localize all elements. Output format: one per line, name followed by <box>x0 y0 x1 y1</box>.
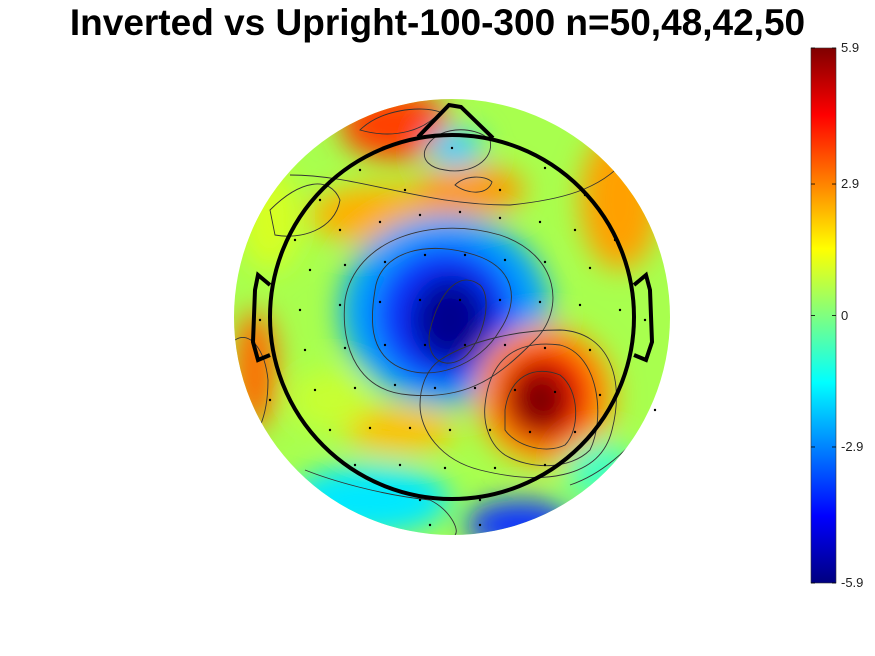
potential-blobs <box>234 99 660 535</box>
left-ear-shape <box>250 271 272 363</box>
colorbar-tick-label: 0 <box>841 307 849 323</box>
chart-title: Inverted vs Upright-100-300 n=50,48,42,5… <box>69 2 806 43</box>
head-outline <box>250 102 655 501</box>
contour-lines <box>234 108 651 535</box>
colorbar-tick-marks <box>811 47 836 584</box>
colorbar-tick-label: 5.9 <box>841 40 860 55</box>
electrode-markers <box>258 146 657 527</box>
colorbar-tick-label: -2.9 <box>841 438 864 454</box>
colorbar-gradient <box>810 47 837 584</box>
colorbar-tick-label: -5.9 <box>841 575 864 590</box>
right-ear-shape <box>632 271 655 363</box>
nose-shape <box>416 102 495 140</box>
colorbar-tick-label: 2.9 <box>841 176 860 192</box>
